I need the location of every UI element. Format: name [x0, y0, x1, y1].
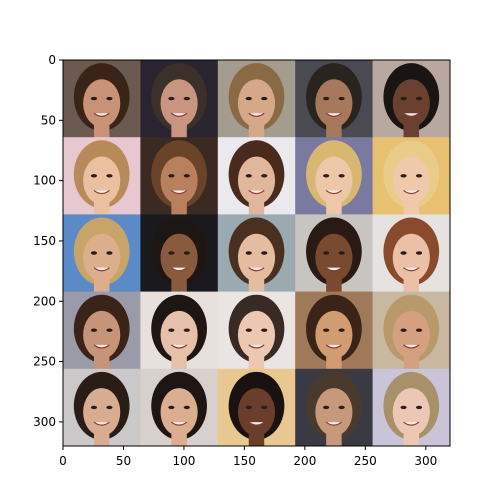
- face-tile-r3c3: [295, 291, 374, 372]
- x-tick-label: 0: [59, 454, 67, 468]
- axes-frame: [62, 59, 451, 447]
- face-tile-r3c0: [63, 291, 141, 372]
- face-tile-r0c4: [372, 60, 450, 141]
- x-axis: 0 50 100 150 200 250 300: [59, 446, 437, 468]
- face-tile-r1c3: [295, 137, 374, 218]
- face-tile-r3c4: [372, 291, 450, 372]
- x-tick-label: 150: [233, 454, 256, 468]
- face-tile-r4c0: [63, 368, 141, 446]
- y-tick-label: 150: [33, 234, 56, 248]
- face-tile-r0c0: [63, 60, 141, 141]
- y-tick-label: 300: [33, 415, 56, 429]
- face-tile-r4c1: [140, 368, 219, 446]
- face-tile-r0c2: [217, 60, 296, 141]
- face-tile-r4c2: [217, 368, 296, 446]
- face-tile-r0c1: [140, 60, 219, 141]
- face-tile-r3c2: [217, 291, 296, 372]
- x-tick-label: 200: [293, 454, 316, 468]
- y-tick-label: 200: [33, 294, 56, 308]
- face-tile-r2c3: [295, 214, 374, 295]
- y-tick-label: 50: [41, 113, 56, 127]
- face-tile-r1c2: [217, 137, 296, 218]
- face-tile-r0c3: [295, 60, 374, 141]
- image-tiles: [63, 60, 450, 446]
- x-tick-label: 100: [172, 454, 195, 468]
- face-tile-r2c4: [372, 214, 450, 295]
- face-tile-r3c1: [140, 291, 219, 372]
- x-tick-label: 250: [354, 454, 377, 468]
- face-tile-r1c4: [372, 137, 450, 218]
- face-tile-r1c0: [63, 137, 141, 218]
- face-tile-r4c3: [295, 368, 374, 446]
- x-tick-label: 50: [116, 454, 131, 468]
- face-tile-r1c1: [140, 137, 219, 218]
- y-tick-label: 100: [33, 174, 56, 188]
- face-tile-r2c1: [140, 214, 219, 295]
- x-tick-label: 300: [414, 454, 437, 468]
- face-tile-r2c0: [63, 214, 141, 295]
- y-tick-label: 250: [33, 355, 56, 369]
- face-tile-r4c4: [372, 368, 450, 446]
- face-tile-r2c2: [217, 214, 296, 295]
- y-axis: 0 50 100 150 200 250 300: [33, 53, 63, 429]
- y-tick-label: 0: [48, 53, 56, 67]
